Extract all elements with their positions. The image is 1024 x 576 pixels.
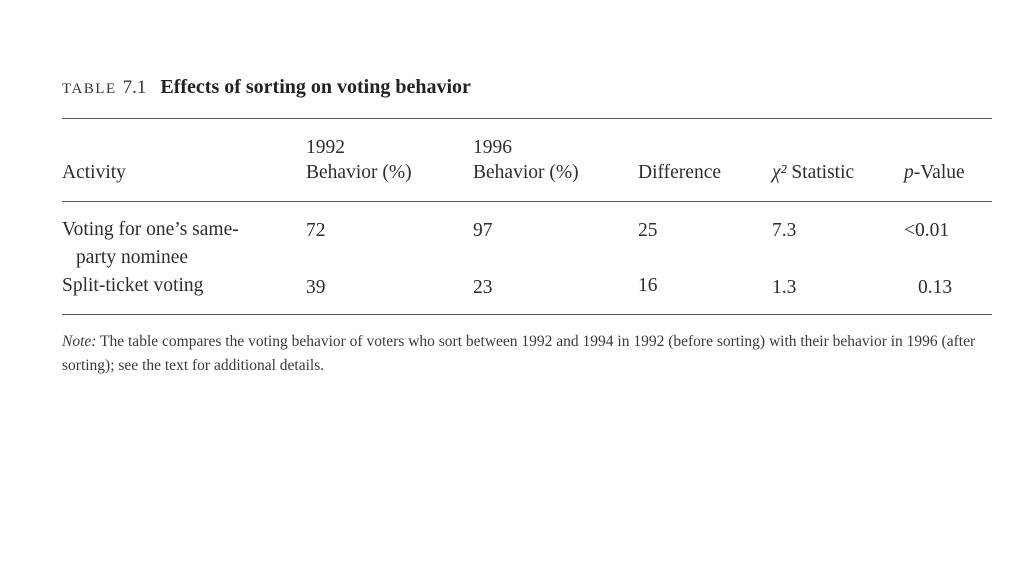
- row1-p-value: <0.01: [904, 220, 950, 241]
- table-note: Note: The table compares the voting beha…: [62, 330, 997, 378]
- header-chi-square: χ² Statistic: [772, 161, 854, 185]
- header-1996-behavior: Behavior (%): [473, 162, 579, 183]
- row2-p-value: 0.13: [918, 277, 953, 298]
- table-number: 7.1: [122, 77, 147, 98]
- table-caption: TABLE 7.1 Effects of sorting on voting beh…: [62, 76, 471, 99]
- row2-1996: 23: [473, 277, 493, 298]
- header-activity: Activity: [62, 162, 126, 183]
- header-1992-year: 1992: [306, 137, 345, 158]
- header-difference: Difference: [638, 162, 721, 183]
- table-label: TABLE: [62, 81, 117, 97]
- row1-1996: 97: [473, 220, 493, 241]
- chi-square-label: Statistic: [791, 162, 855, 183]
- header-1992-behavior: Behavior (%): [306, 162, 412, 183]
- row1-activity-line2: party nominee: [76, 247, 189, 268]
- chi-square-symbol: χ²: [772, 162, 787, 183]
- note-label: Note:: [62, 333, 97, 350]
- row1-1992: 72: [306, 220, 326, 241]
- note-text: The table compares the voting behavior o…: [62, 333, 976, 374]
- p-label: -Value: [913, 162, 965, 183]
- row2-chi2: 1.3: [772, 277, 797, 298]
- top-rule: [62, 118, 992, 119]
- header-p-value: p-Value: [904, 161, 965, 185]
- table-title: Effects of sorting on voting behavior: [160, 76, 471, 98]
- row2-activity: Split-ticket voting: [62, 275, 204, 296]
- row2-1992: 39: [306, 277, 326, 298]
- row1-chi2: 7.3: [772, 220, 797, 241]
- row1-activity-line1: Voting for one’s same-: [62, 219, 239, 240]
- header-rule: [62, 201, 992, 202]
- header-1996-year: 1996: [473, 137, 512, 158]
- row2-difference: 16: [638, 275, 658, 296]
- bottom-rule: [62, 314, 992, 315]
- row1-difference: 25: [638, 220, 658, 241]
- p-symbol: p: [904, 162, 914, 183]
